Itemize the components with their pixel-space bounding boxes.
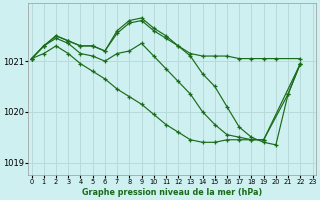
X-axis label: Graphe pression niveau de la mer (hPa): Graphe pression niveau de la mer (hPa) <box>82 188 262 197</box>
